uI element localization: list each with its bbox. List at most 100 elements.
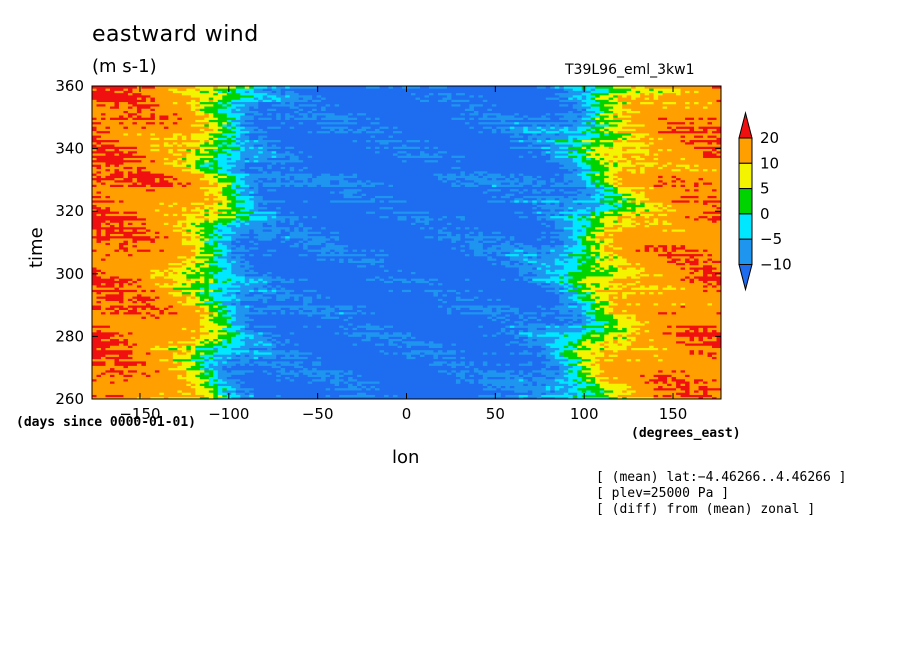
heatmap-cell: [577, 300, 596, 304]
heatmap-cell: [92, 338, 102, 342]
heatmap-cell: [150, 144, 160, 147]
heatmap-cell: [676, 311, 717, 315]
heatmap-cell: [469, 369, 475, 373]
heatmap-cell: [249, 231, 255, 234]
heatmap-cell: [581, 320, 592, 324]
heatmap-cell: [258, 331, 264, 335]
heatmap-cell: [127, 338, 196, 342]
heatmap-cell: [226, 124, 232, 127]
heatmap-cell: [118, 139, 201, 143]
heatmap-cell: [267, 164, 273, 167]
heatmap-cell: [671, 126, 677, 129]
heatmap-cell: [222, 121, 228, 125]
heatmap-cell: [671, 179, 677, 183]
heatmap-cell: [312, 97, 322, 100]
heatmap-cell: [581, 289, 596, 293]
heatmap-cell: [563, 302, 569, 306]
heatmap-cell: [393, 146, 421, 149]
heatmap-cell: [644, 124, 722, 127]
heatmap-cell: [469, 365, 547, 369]
heatmap-cell: [150, 347, 169, 351]
heatmap-cell: [626, 258, 672, 261]
heatmap-cell: [235, 213, 250, 217]
heatmap-cell: [109, 233, 124, 237]
heatmap-cell: [235, 220, 241, 223]
heatmap-cell: [240, 352, 255, 355]
heatmap-cell: [186, 137, 192, 141]
heatmap-cell: [105, 347, 151, 351]
heatmap-cell: [100, 117, 106, 120]
heatmap-cell: [145, 231, 156, 234]
heatmap-cell: [559, 352, 578, 355]
heatmap-cell: [554, 132, 560, 136]
heatmap-cell: [226, 267, 232, 270]
heatmap-cell: [316, 184, 322, 188]
heatmap-cell: [195, 269, 201, 272]
heatmap-cell: [150, 108, 156, 111]
heatmap-cell: [181, 144, 187, 147]
heatmap-cell: [437, 229, 443, 232]
heatmap-cell: [262, 144, 268, 147]
heatmap-cell: [559, 365, 574, 369]
heatmap-cell: [563, 276, 574, 279]
heatmap-cell: [496, 331, 502, 335]
heatmap-cell: [208, 293, 223, 297]
heatmap-cell: [698, 168, 704, 172]
heatmap-cell: [568, 302, 578, 306]
heatmap-cell: [393, 126, 398, 129]
heatmap-cell: [523, 128, 529, 132]
heatmap-cell: [586, 162, 601, 165]
heatmap-cell: [406, 278, 412, 281]
heatmap-cell: [280, 170, 461, 174]
heatmap-cell: [307, 253, 318, 257]
heatmap-cell: [217, 264, 232, 268]
heatmap-cell: [536, 273, 560, 277]
heatmap-cell: [527, 345, 533, 348]
heatmap-cell: [298, 150, 304, 154]
heatmap-cell: [262, 197, 371, 201]
heatmap-cell: [190, 166, 196, 170]
heatmap-cell: [559, 331, 565, 335]
heatmap-cell: [226, 115, 241, 118]
heatmap-cell: [177, 117, 183, 120]
heatmap-cell: [280, 343, 286, 346]
heatmap-cell: [298, 372, 304, 375]
heatmap-cell: [590, 302, 610, 306]
heatmap-cell: [271, 365, 282, 369]
heatmap-cell: [644, 246, 650, 250]
heatmap-cell: [545, 376, 556, 380]
heatmap-cell: [388, 331, 394, 335]
heatmap-cell: [653, 374, 672, 378]
heatmap-cell: [330, 311, 336, 315]
heatmap-cell: [222, 300, 241, 304]
heatmap-cell: [550, 202, 556, 205]
heatmap-cell: [330, 238, 336, 241]
heatmap-cell: [370, 338, 389, 342]
heatmap-cell: [640, 202, 646, 205]
heatmap-cell: [500, 363, 506, 366]
heatmap-cell: [321, 226, 327, 230]
heatmap-cell: [532, 144, 551, 147]
heatmap-cell: [235, 311, 268, 315]
heatmap-cell: [145, 155, 187, 158]
heatmap-cell: [716, 150, 722, 154]
heatmap-cell: [204, 193, 210, 196]
heatmap-cell: [532, 378, 556, 382]
heatmap-cell: [199, 146, 219, 149]
heatmap-cell: [123, 177, 133, 181]
heatmap-cell: [92, 349, 133, 353]
heatmap-cell: [698, 184, 722, 188]
heatmap-cell: [514, 126, 524, 129]
heatmap-cell: [312, 300, 443, 304]
heatmap-cell: [572, 157, 583, 161]
heatmap-cell: [581, 269, 592, 272]
heatmap-cell: [289, 233, 309, 237]
heatmap-cell: [595, 264, 601, 268]
heatmap-cell: [478, 175, 484, 179]
heatmap-cell: [226, 175, 237, 179]
heatmap-cell: [716, 137, 722, 141]
heatmap-cell: [586, 132, 601, 136]
heatmap-cell: [572, 197, 578, 201]
heatmap-cell: [631, 108, 722, 111]
heatmap-cell: [92, 369, 106, 373]
